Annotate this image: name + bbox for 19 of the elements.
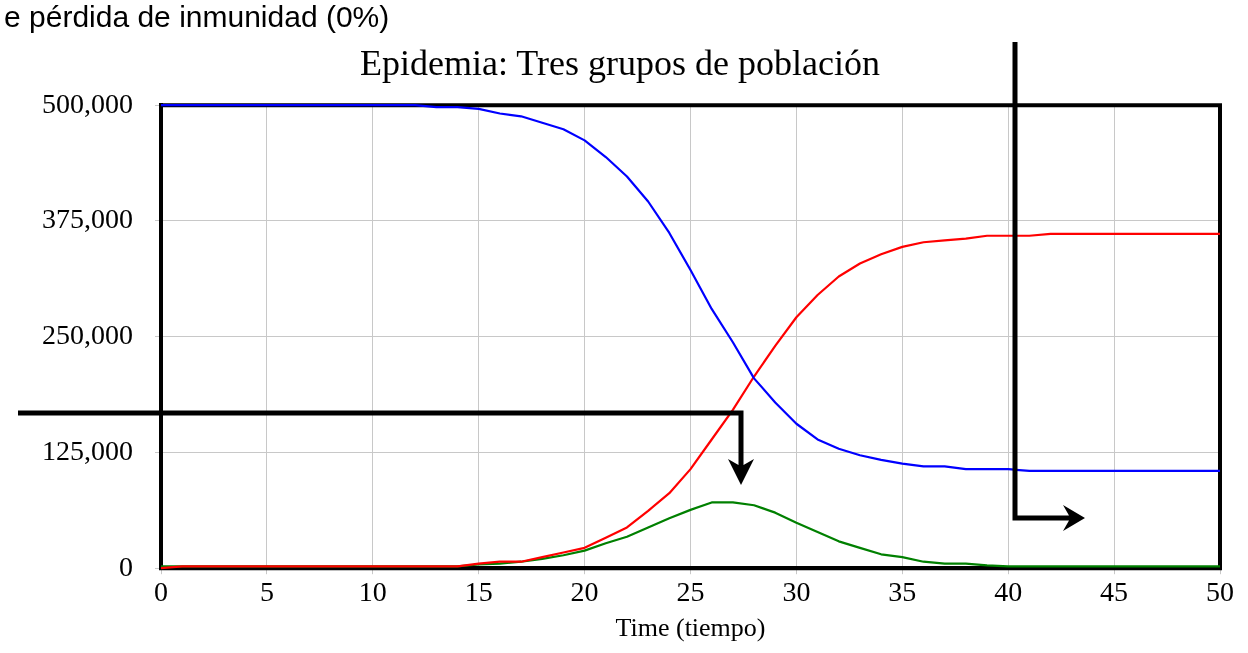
x-tick-label: 30 bbox=[782, 576, 811, 608]
y-tick-label: 125,000 bbox=[42, 434, 133, 466]
text: e pérdida de inmunidad (0%) bbox=[4, 0, 390, 34]
y-tick-label: 375,000 bbox=[42, 203, 133, 235]
x-tick-label: 35 bbox=[888, 576, 917, 608]
x-tick-label: 25 bbox=[676, 576, 705, 608]
y-tick-label: 0 bbox=[119, 550, 133, 582]
x-tick-label: 50 bbox=[1206, 576, 1234, 608]
y-tick-label: 250,000 bbox=[42, 319, 133, 351]
x-tick-label: 0 bbox=[154, 576, 168, 608]
x-tick-label: 20 bbox=[570, 576, 599, 608]
x-axis-title: Time (tiempo) bbox=[615, 613, 766, 643]
x-tick-label: 5 bbox=[259, 576, 274, 608]
chart-title: Epidemia: Tres grupos de población bbox=[360, 43, 880, 84]
x-tick-label: 45 bbox=[1100, 576, 1129, 608]
x-tick-label: 15 bbox=[464, 576, 493, 608]
y-tick-label: 500,000 bbox=[42, 87, 133, 119]
x-tick-label: 40 bbox=[994, 576, 1023, 608]
x-tick-label: 10 bbox=[358, 576, 387, 608]
